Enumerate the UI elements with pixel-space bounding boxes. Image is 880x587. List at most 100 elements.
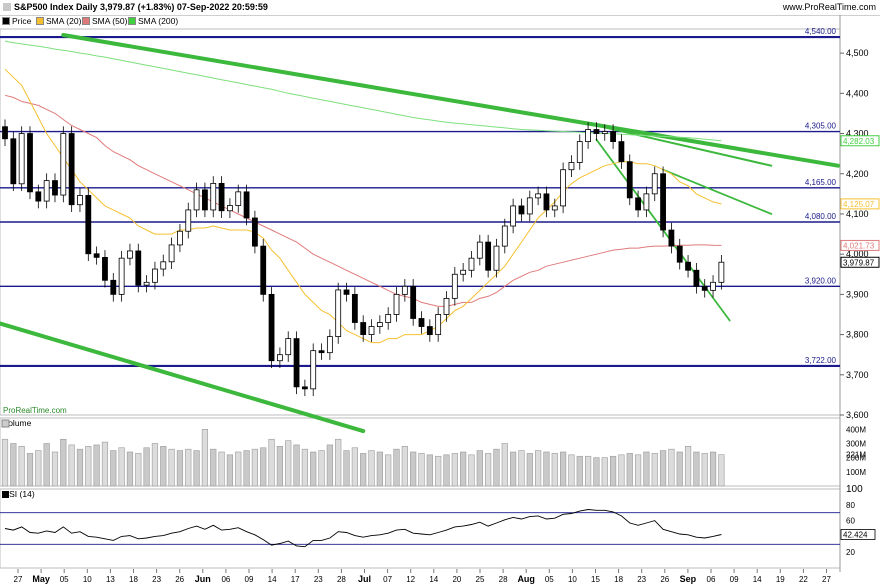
- candle[interactable]: [285, 338, 292, 356]
- candle[interactable]: [360, 322, 367, 335]
- candle[interactable]: [526, 197, 533, 215]
- candle[interactable]: [2, 126, 8, 140]
- volume-bar[interactable]: [51, 451, 59, 487]
- volume-bar[interactable]: [335, 438, 342, 487]
- candle[interactable]: [160, 261, 167, 270]
- candle[interactable]: [493, 245, 500, 271]
- candle[interactable]: [376, 322, 383, 327]
- candle[interactable]: [468, 257, 475, 271]
- volume-bar[interactable]: [584, 455, 592, 487]
- volume-bar[interactable]: [260, 447, 267, 487]
- volume-bar[interactable]: [676, 451, 683, 487]
- candle[interactable]: [576, 141, 583, 163]
- volume-bar[interactable]: [385, 454, 392, 487]
- candle[interactable]: [460, 269, 467, 275]
- candle[interactable]: [43, 180, 50, 202]
- volume-bar[interactable]: [601, 457, 608, 487]
- candle[interactable]: [718, 261, 725, 283]
- candle[interactable]: [135, 250, 142, 286]
- legend-sma200[interactable]: SMA (200): [128, 16, 178, 27]
- candle[interactable]: [443, 297, 450, 315]
- volume-bar[interactable]: [609, 455, 617, 487]
- menu-icon[interactable]: [3, 3, 11, 11]
- candle[interactable]: [326, 336, 333, 354]
- candle[interactable]: [601, 131, 608, 134]
- volume-bar[interactable]: [85, 446, 92, 487]
- candle[interactable]: [93, 253, 100, 258]
- volume-bar[interactable]: [60, 438, 67, 487]
- candle[interactable]: [510, 205, 517, 227]
- candle[interactable]: [693, 269, 700, 287]
- volume-bar[interactable]: [185, 448, 192, 487]
- legend-sma50[interactable]: SMA (50): [82, 16, 127, 27]
- volume-bar[interactable]: [76, 448, 84, 487]
- trendline-lower-channel[interactable]: [0, 321, 366, 434]
- volume-bar[interactable]: [143, 447, 150, 487]
- volume-bar[interactable]: [35, 450, 42, 487]
- volume-bar[interactable]: [43, 443, 50, 487]
- candle[interactable]: [210, 182, 217, 211]
- candle[interactable]: [351, 293, 358, 323]
- volume-bar[interactable]: [201, 429, 209, 487]
- legend-price[interactable]: Price: [2, 16, 31, 27]
- volume-bar[interactable]: [343, 450, 350, 487]
- volume-bar[interactable]: [160, 446, 167, 487]
- legend-sma20[interactable]: SMA (20): [36, 16, 81, 27]
- candle[interactable]: [243, 191, 250, 219]
- volume-bar[interactable]: [310, 451, 317, 487]
- volume-bar[interactable]: [718, 454, 725, 487]
- volume-bar[interactable]: [418, 453, 425, 487]
- candle[interactable]: [202, 189, 208, 211]
- candle[interactable]: [635, 197, 641, 211]
- candle[interactable]: [185, 209, 192, 232]
- candle[interactable]: [426, 326, 433, 335]
- volume-bar[interactable]: [360, 453, 367, 487]
- volume-bar[interactable]: [126, 451, 134, 487]
- volume-bar[interactable]: [193, 450, 200, 487]
- candle[interactable]: [626, 161, 633, 199]
- volume-bar[interactable]: [501, 443, 508, 487]
- volume-bar[interactable]: [709, 451, 717, 487]
- volume-bar[interactable]: [376, 451, 383, 487]
- candle[interactable]: [643, 193, 650, 211]
- volume-bar[interactable]: [460, 451, 467, 487]
- candle[interactable]: [593, 129, 600, 134]
- volume-bar[interactable]: [543, 451, 550, 487]
- candle[interactable]: [52, 180, 58, 196]
- candle[interactable]: [168, 244, 175, 263]
- volume-bar[interactable]: [218, 451, 225, 487]
- volume-bar[interactable]: [451, 453, 458, 487]
- candle[interactable]: [535, 193, 542, 199]
- candle[interactable]: [518, 205, 525, 215]
- candle[interactable]: [568, 162, 575, 171]
- volume-bar[interactable]: [593, 457, 600, 487]
- candle[interactable]: [335, 289, 342, 337]
- volume-bar[interactable]: [118, 447, 125, 487]
- candle[interactable]: [102, 256, 108, 281]
- candle[interactable]: [85, 195, 92, 255]
- candle[interactable]: [152, 268, 158, 283]
- volume-bar[interactable]: [651, 453, 658, 487]
- candle[interactable]: [418, 318, 425, 327]
- trendline-wedge-top[interactable]: [595, 124, 773, 167]
- volume-bar[interactable]: [318, 450, 325, 487]
- candle[interactable]: [77, 195, 83, 206]
- candle[interactable]: [110, 279, 117, 295]
- volume-bar[interactable]: [135, 453, 142, 487]
- candle[interactable]: [710, 281, 716, 291]
- volume-bar[interactable]: [10, 443, 17, 487]
- volume-bar[interactable]: [668, 448, 675, 487]
- candle[interactable]: [177, 230, 183, 246]
- volume-bar[interactable]: [576, 455, 583, 487]
- candle[interactable]: [368, 326, 375, 335]
- candle[interactable]: [143, 281, 150, 286]
- volume-bar[interactable]: [93, 444, 100, 487]
- candle[interactable]: [18, 133, 25, 185]
- candle[interactable]: [127, 250, 133, 259]
- candle[interactable]: [676, 245, 683, 263]
- volume-bar[interactable]: [26, 453, 34, 487]
- candle[interactable]: [260, 245, 267, 295]
- volume-bar[interactable]: [701, 453, 708, 487]
- volume-bar[interactable]: [659, 450, 667, 487]
